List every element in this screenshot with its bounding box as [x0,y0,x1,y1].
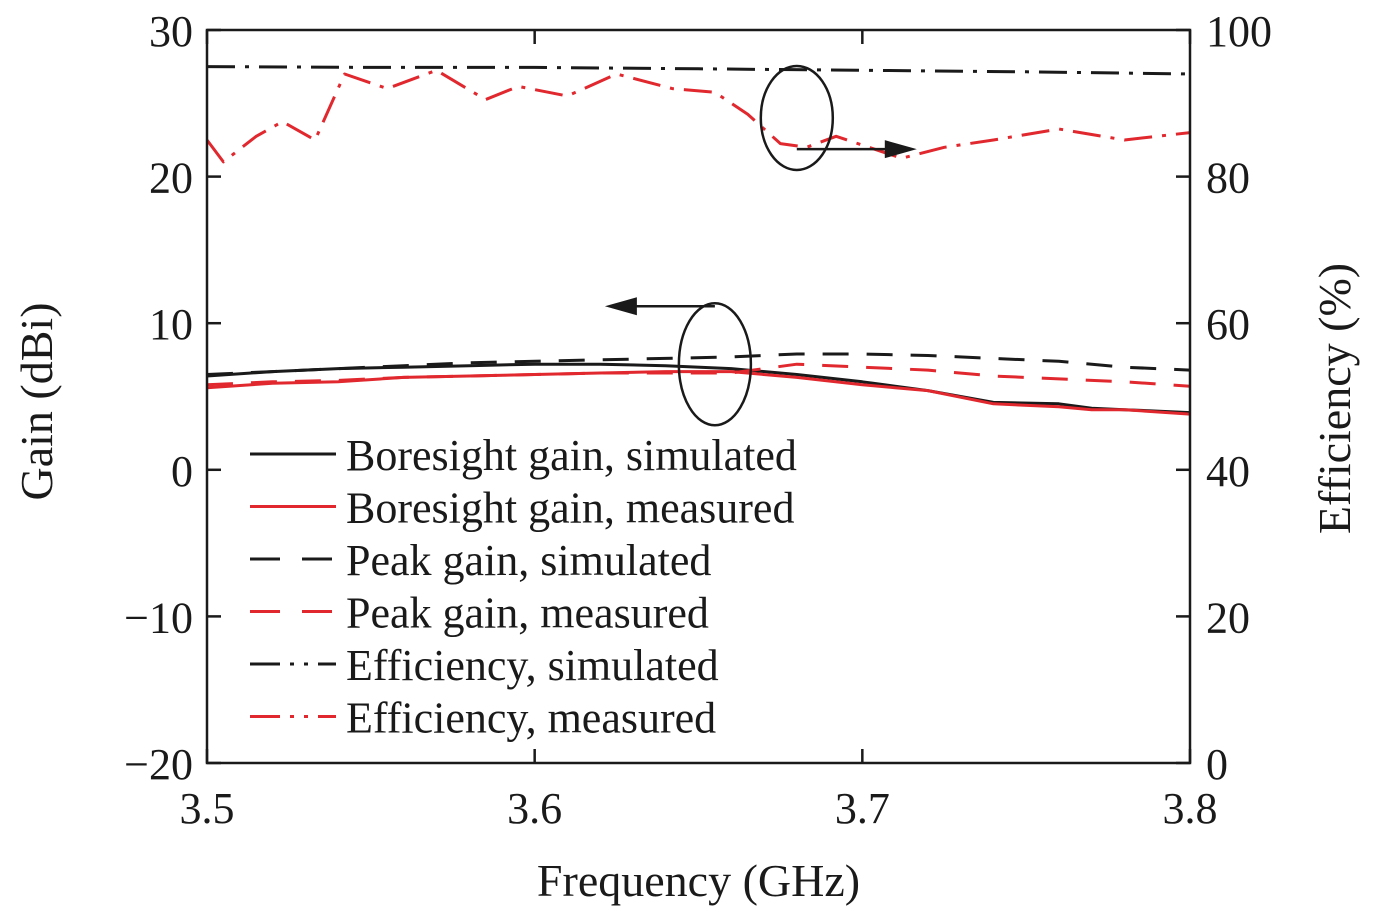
annotations [604,64,917,427]
y-left-tick-label: 30 [149,7,193,56]
y-left-tick-label: −10 [124,593,193,642]
plot-frame [205,28,1192,765]
series-line-3 [206,352,1191,376]
y-right-tick-label: 80 [1206,154,1250,203]
y-left-tick-label: 20 [149,154,193,203]
y-axis-right-label: Efficiency (%) [1309,263,1360,534]
y-left-tick-label: 10 [149,300,193,349]
annotation-ellipse [677,301,753,427]
x-axis-label: Frequency (GHz) [537,855,860,906]
legend-label-5: Efficiency, simulated [346,641,719,690]
y-left-tick-label: −20 [124,740,193,789]
annotation-ellipse [759,64,835,172]
series-line-5 [206,65,1191,76]
series-line-6 [205,68,1191,164]
y-axis-left-label: Gain (dBi) [11,302,62,500]
y-right-tick-label: 20 [1206,593,1250,642]
x-tick-label: 3.6 [507,784,562,833]
y-right-tick-label: 40 [1206,447,1250,496]
legend-label-6: Efficiency, measured [346,694,716,743]
x-tick-label: 3.7 [835,784,890,833]
annotation-arrow-head [604,297,637,316]
legend-label-4: Peak gain, measured [346,589,709,638]
legend-label-2: Boresight gain, measured [346,484,794,533]
x-tick-label: 3.8 [1163,784,1218,833]
plot-area [205,65,1191,416]
y-left-tick-label: 0 [171,447,193,496]
x-tick-label: 3.5 [180,784,235,833]
y-right-tick-label: 60 [1206,300,1250,349]
annotation-arrow-head [884,140,917,159]
y-right-tick-label: 100 [1206,7,1272,56]
axis-ticks: 3.5 3.6 3.7 3.8 −20 −10 0 10 20 30 0 20 40 60 80 100 [124,7,1272,833]
series-line-4 [206,362,1191,388]
legend-label-1: Boresight gain, simulated [346,431,797,480]
legend-label-3: Peak gain, simulated [346,536,711,585]
y-right-tick-label: 0 [1206,740,1228,789]
